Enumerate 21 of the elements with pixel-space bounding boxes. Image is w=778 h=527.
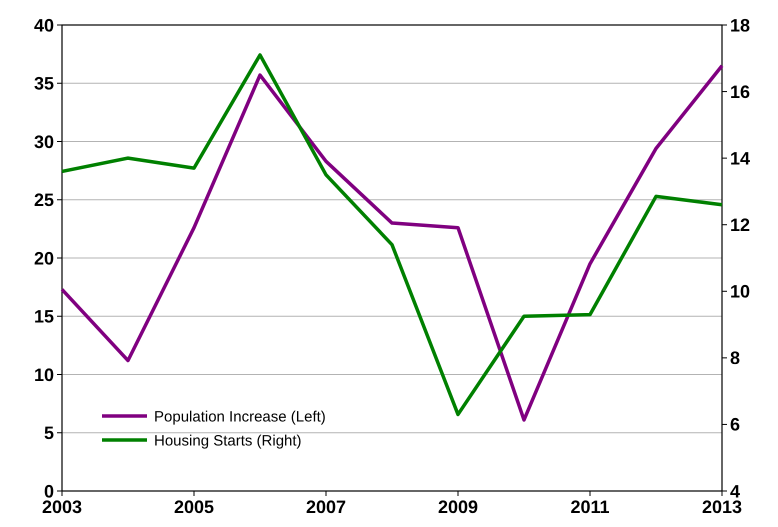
- x-tick-label: 2007: [306, 497, 346, 517]
- x-tick-label: 2005: [174, 497, 214, 517]
- y-tick-label: 20: [34, 248, 54, 268]
- y-tick-label: 30: [34, 132, 54, 152]
- y2-tick-label: 10: [730, 282, 750, 302]
- y-tick-label: 40: [34, 15, 54, 36]
- x-tick-label: 2009: [438, 497, 478, 517]
- y2-tick-label: 16: [730, 82, 750, 102]
- y-tick-label: 10: [34, 364, 54, 385]
- y-tick-label: 25: [34, 190, 54, 210]
- y2-tick-label: 14: [730, 148, 750, 168]
- y2-tick-label: 12: [730, 215, 750, 236]
- legend-label: Housing Starts (Right): [154, 432, 302, 450]
- legend-label: Population Increase (Left): [154, 408, 326, 426]
- y-tick-label: 15: [34, 306, 54, 327]
- y-tick-label: 35: [34, 74, 54, 94]
- y2-tick-label: 8: [730, 348, 740, 368]
- y2-tick-label: 6: [730, 414, 740, 435]
- x-tick-label: 2011: [570, 497, 610, 517]
- y2-tick-label: 18: [730, 15, 750, 36]
- y-tick-label: 5: [44, 423, 54, 444]
